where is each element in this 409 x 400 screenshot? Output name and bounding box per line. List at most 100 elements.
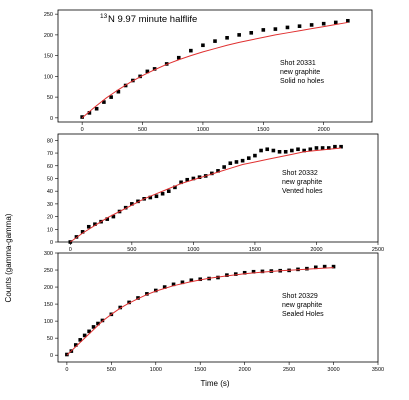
- data-point: [152, 67, 157, 71]
- y-tick-label: 50: [47, 336, 53, 342]
- annotation-line: Solid no holes: [280, 78, 324, 85]
- data-point: [237, 33, 241, 37]
- data-point: [222, 165, 226, 169]
- annotation-line: Sealed Holes: [282, 311, 324, 318]
- x-tick-label: 500: [138, 127, 147, 133]
- x-tick-label: 1500: [249, 247, 261, 253]
- x-axis-label: Time (s): [200, 379, 229, 388]
- annotation-line: Shot 20332: [282, 170, 318, 177]
- data-point: [179, 180, 183, 185]
- data-point: [201, 43, 205, 48]
- data-point: [216, 275, 220, 280]
- data-point: [273, 27, 278, 31]
- data-point: [127, 300, 131, 305]
- figure-title: N 9.97 minute halflife: [108, 14, 197, 25]
- x-tick-label: 1000: [150, 367, 162, 373]
- y-tick-label: 20: [47, 215, 53, 221]
- y-tick-label: 150: [44, 302, 53, 308]
- y-tick-label: 50: [47, 95, 53, 101]
- data-point: [160, 191, 165, 196]
- data-point: [148, 195, 153, 200]
- data-point: [308, 147, 313, 152]
- data-point: [87, 111, 92, 115]
- data-point: [87, 329, 91, 334]
- plot-frame: [57, 252, 379, 363]
- annotation-line: new graphite: [280, 69, 320, 76]
- data-point: [100, 318, 105, 323]
- y-tick-label: 200: [44, 285, 53, 291]
- data-point: [260, 269, 265, 274]
- y-tick-label: 0: [50, 240, 53, 246]
- data-point: [346, 18, 350, 23]
- y-tick-label: 40: [47, 189, 53, 195]
- data-point: [145, 69, 150, 74]
- data-point: [210, 171, 214, 176]
- data-point: [326, 146, 331, 150]
- x-tick-label: 1000: [187, 247, 199, 253]
- data-point: [225, 35, 229, 40]
- data-point: [136, 199, 140, 204]
- panel-1: 0 500 1000 1500 2000 0 50 100 150 200 250 Shot 2033…: [44, 9, 373, 133]
- data-point: [82, 333, 87, 338]
- x-tick-label: 2000: [310, 247, 322, 253]
- annotation-line: new graphite: [282, 302, 322, 309]
- x-tick-label: 1500: [257, 127, 269, 133]
- data-point: [96, 321, 100, 326]
- data-point: [86, 224, 91, 229]
- data-point: [111, 214, 116, 219]
- data-point: [173, 185, 177, 190]
- x-tick-label: 2000: [318, 127, 330, 133]
- data-point: [180, 280, 185, 285]
- data-point: [74, 235, 79, 239]
- fit-curve: [66, 267, 334, 356]
- data-point: [136, 296, 140, 300]
- data-point: [189, 278, 194, 283]
- data-point: [198, 277, 203, 282]
- data-point: [233, 272, 238, 276]
- data-point: [145, 292, 149, 296]
- plot-frame: [57, 9, 373, 123]
- y-tick-label: 0: [50, 116, 53, 122]
- x-tick-label: 0: [65, 367, 68, 373]
- data-point: [80, 115, 84, 119]
- data-point: [271, 148, 276, 153]
- data-point: [305, 266, 309, 271]
- data-point: [105, 217, 110, 221]
- panel-3: 0 500 1000 1500 2000 2500 3000 3500 0 50 100 150 200…: [44, 251, 384, 373]
- y-tick-label: 300: [44, 251, 53, 257]
- data-point: [333, 20, 338, 25]
- data-point: [283, 149, 288, 154]
- y-axis-label: Counts (gamma-gamma): [4, 213, 13, 302]
- data-point: [216, 169, 220, 173]
- data-point: [246, 156, 251, 160]
- annotation-line: new graphite: [282, 179, 322, 186]
- data-point: [91, 325, 96, 329]
- x-tick-label: 2500: [283, 367, 295, 373]
- x-tick-label: 3500: [372, 367, 384, 373]
- data-point: [102, 100, 106, 104]
- data-point: [251, 269, 256, 274]
- x-tick-label: 1500: [194, 367, 206, 373]
- data-point: [265, 147, 270, 152]
- y-tick-label: 250: [44, 268, 53, 274]
- data-point: [320, 146, 325, 150]
- data-point: [314, 146, 319, 150]
- data-point: [321, 21, 326, 26]
- plot-frame: [57, 133, 379, 243]
- x-tick-label: 500: [127, 247, 136, 253]
- data-point: [313, 265, 318, 270]
- fit-curve: [81, 21, 348, 119]
- x-tick-label: 0: [69, 247, 72, 253]
- data-point: [166, 189, 171, 193]
- data-point: [309, 23, 314, 27]
- data-point: [296, 147, 300, 152]
- data-point: [234, 160, 239, 164]
- data-point: [277, 149, 282, 154]
- y-tick-label: 50: [47, 176, 53, 182]
- data-point: [109, 95, 113, 99]
- data-point: [176, 55, 181, 60]
- data-point: [94, 106, 99, 111]
- data-point: [153, 288, 158, 293]
- y-tick-label: 200: [44, 33, 53, 39]
